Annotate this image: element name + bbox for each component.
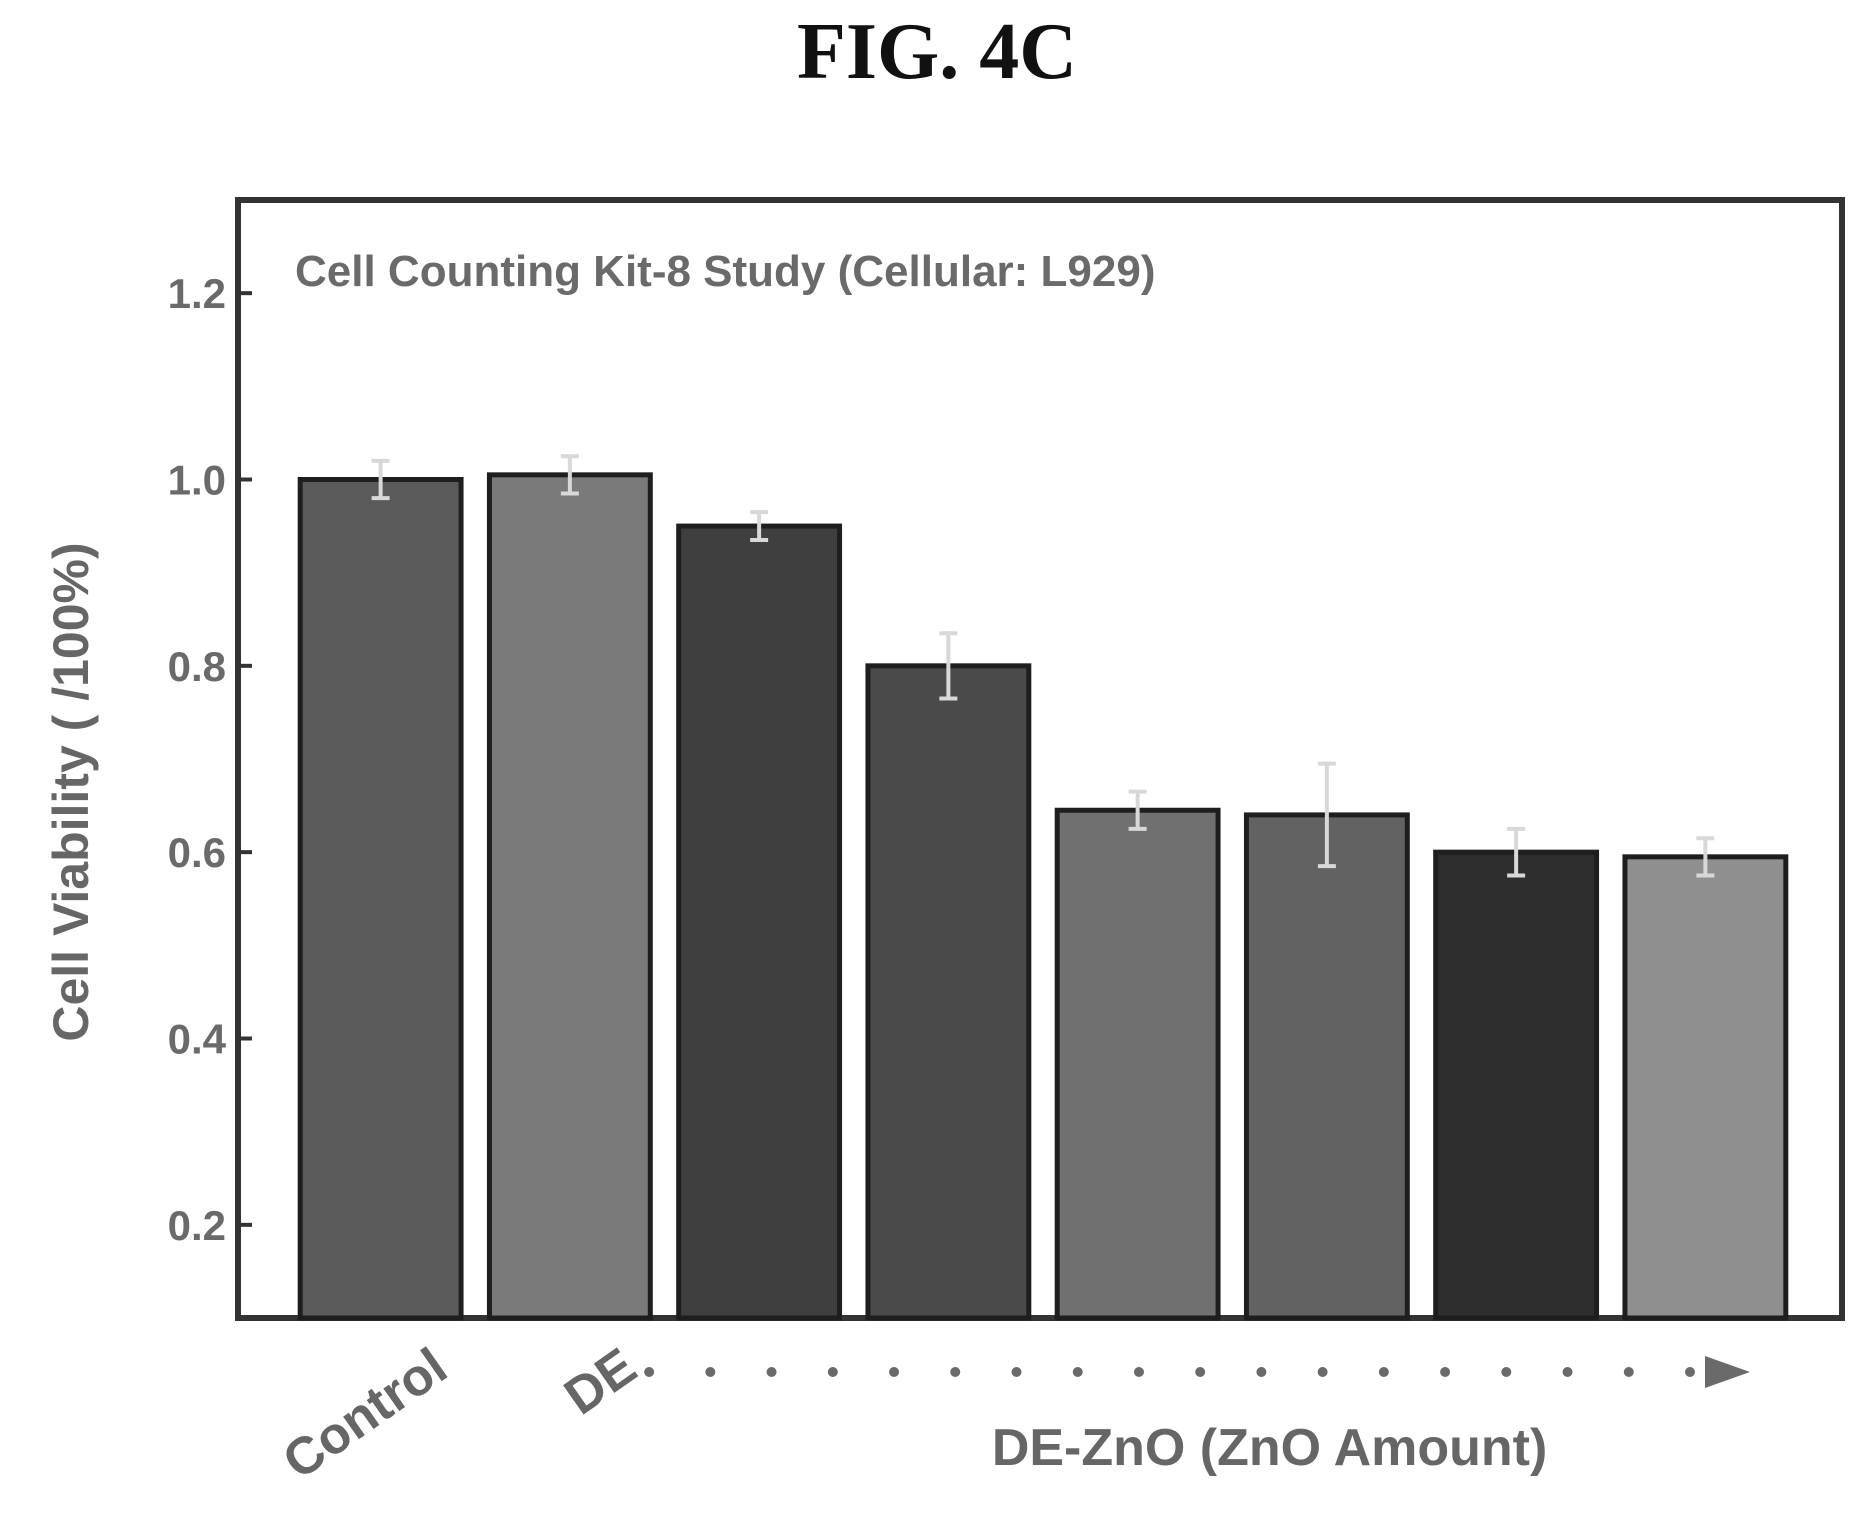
- bar: [486, 472, 653, 1321]
- group-arrow-dot: [1256, 1367, 1267, 1377]
- plot-area: 0.2 0.4 0.6 0.8 1.0 1.2: [168, 197, 1845, 1321]
- group-arrow-dot: [889, 1367, 900, 1377]
- group-arrow-dot: [705, 1367, 716, 1377]
- bar: [865, 663, 1032, 1321]
- group-arrow-dot: [1440, 1367, 1451, 1377]
- x-axis-labels: Control DE DE-ZnO (ZnO Amount): [273, 1337, 1750, 1491]
- x-category-label: Control: [273, 1337, 458, 1491]
- group-arrow-dot: [827, 1367, 838, 1377]
- y-tick-label: 1.2: [168, 270, 226, 317]
- bar: [1622, 854, 1789, 1321]
- group-arrow-dot: [1317, 1367, 1328, 1377]
- group-arrow-dot: [1133, 1367, 1144, 1377]
- group-arrow-dot: [1011, 1367, 1022, 1377]
- x-category-label: DE: [554, 1337, 646, 1426]
- y-tick-label: 0.2: [168, 1202, 226, 1249]
- group-arrow-dot: [950, 1367, 961, 1377]
- y-tick-label: 0.8: [168, 643, 226, 690]
- group-arrow-dot: [1072, 1367, 1083, 1377]
- group-arrow-dot: [1501, 1367, 1512, 1377]
- y-axis-label: Cell Viability ( /100%): [43, 542, 99, 1041]
- chart-title: Cell Counting Kit-8 Study (Cellular: L92…: [295, 247, 1156, 296]
- y-tick-label: 0.4: [168, 1016, 227, 1063]
- group-arrow-dot: [1195, 1367, 1206, 1377]
- group-arrow-dot: [1685, 1367, 1695, 1377]
- bar: [1054, 807, 1221, 1321]
- bar: [1433, 849, 1600, 1321]
- bar: [676, 523, 843, 1321]
- bar: [1243, 812, 1410, 1321]
- group-arrow-dot: [1378, 1367, 1389, 1377]
- group-arrow-dot: [1623, 1367, 1634, 1377]
- figure-label: FIG. 4C: [797, 8, 1077, 96]
- y-tick-label: 1.0: [168, 457, 226, 504]
- y-tick-label: 0.6: [168, 829, 226, 876]
- group-arrow-dot: [644, 1367, 655, 1377]
- bar: [297, 477, 464, 1321]
- group-arrow-dot: [1562, 1367, 1573, 1377]
- plot-frame: [235, 197, 1845, 1321]
- group-arrow-head: [1705, 1356, 1750, 1388]
- group-arrow-dot: [766, 1367, 777, 1377]
- x-group-label: DE-ZnO (ZnO Amount): [992, 1419, 1548, 1477]
